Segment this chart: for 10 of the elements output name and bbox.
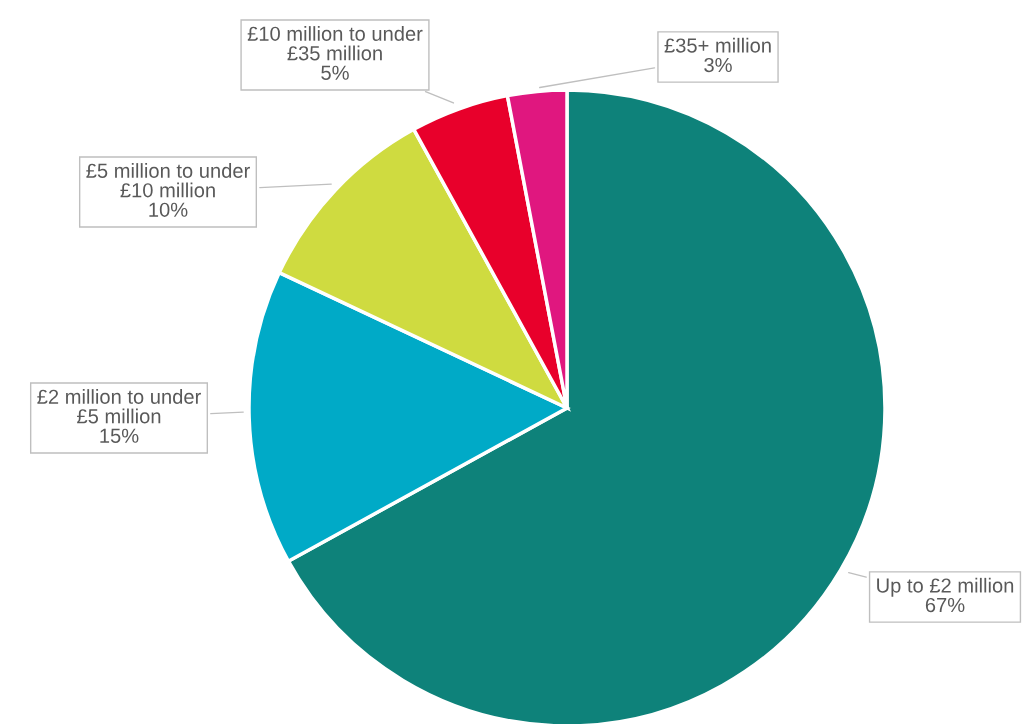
data-label: 3% bbox=[704, 57, 732, 73]
data-label: 10% bbox=[149, 202, 188, 217]
data-label: 5% bbox=[321, 65, 349, 80]
data-label: 67% bbox=[925, 597, 965, 613]
slice-label: Up to £2 million bbox=[877, 577, 1014, 597]
slice-label: £35+ million bbox=[664, 37, 771, 53]
slice-label: £10 million to under £35 million bbox=[247, 26, 423, 61]
slice-label: £5 million to under £10 million bbox=[86, 163, 250, 198]
slice-label: £2 million to under £5 million bbox=[37, 389, 201, 424]
data-label: 15% bbox=[100, 428, 139, 443]
